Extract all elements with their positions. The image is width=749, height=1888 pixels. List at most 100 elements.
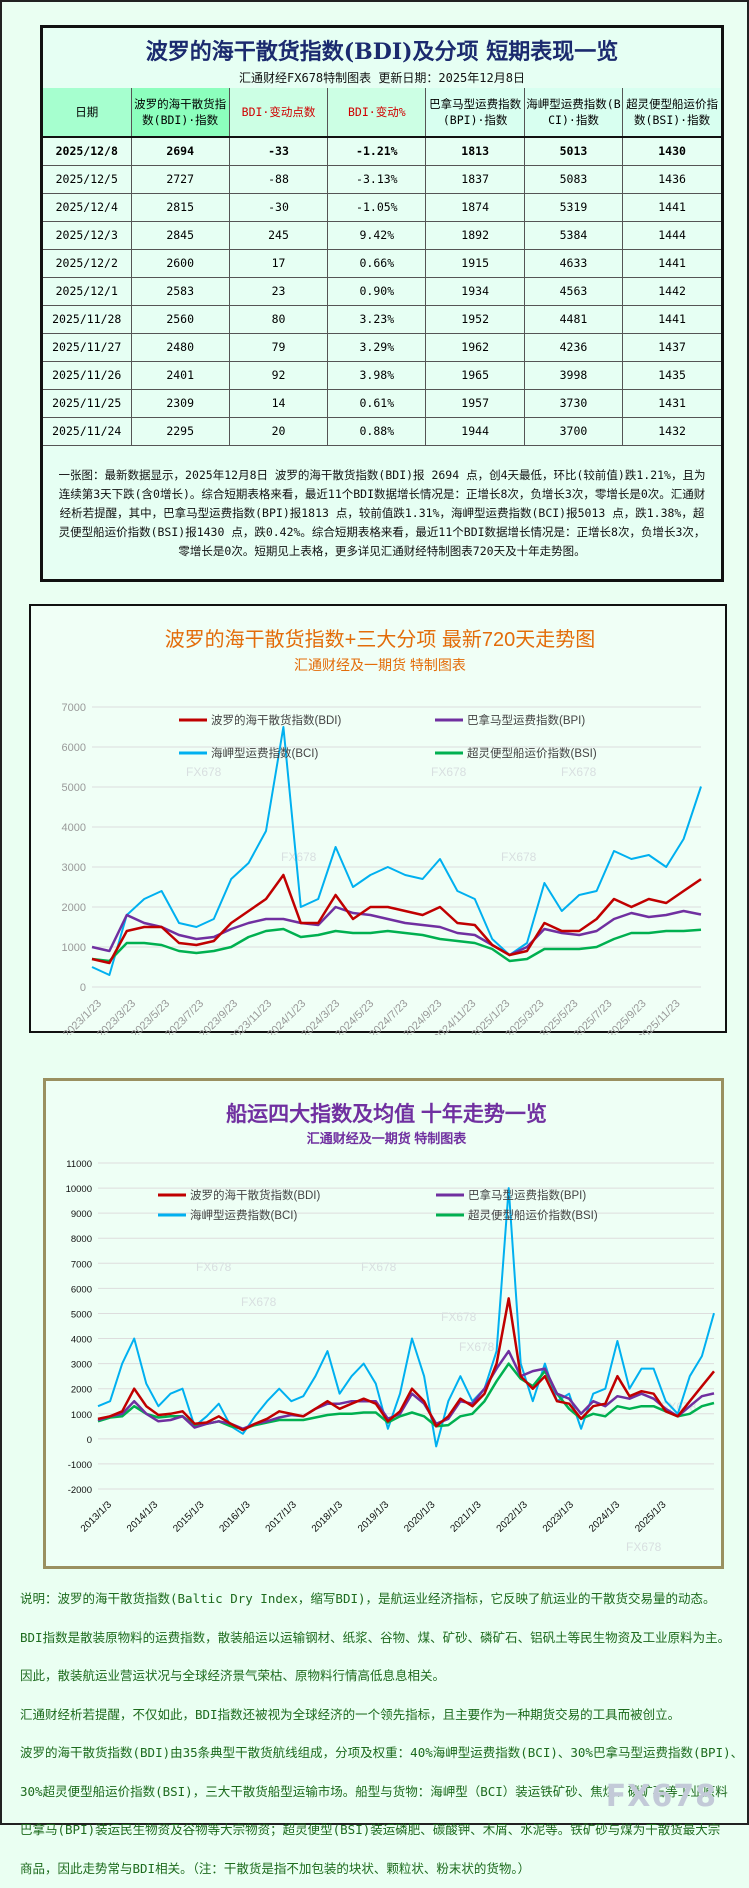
- table-cell: 4563: [524, 277, 622, 305]
- y-tick-label: -2000: [68, 1485, 92, 1496]
- table-cell: 2025/11/28: [43, 305, 131, 333]
- table-cell: 4236: [524, 333, 622, 361]
- table-cell: 79: [229, 333, 327, 361]
- x-tick-label: 2016/1/3: [217, 1499, 253, 1535]
- x-tick-label: 2013/1/3: [79, 1499, 115, 1535]
- x-tick-label: 2022/1/3: [495, 1499, 531, 1535]
- y-tick-label: 11000: [66, 1159, 92, 1170]
- table-cell: 1432: [623, 417, 721, 445]
- watermark: FX678: [361, 1260, 397, 1274]
- legend-label: 超灵便型船运价指数(BSI): [467, 746, 597, 760]
- table-cell: 1437: [623, 333, 721, 361]
- table-cell: 3.23%: [328, 305, 426, 333]
- summary-text: 一张图：最新数据显示，2025年12月8日 波罗的海干散货指数(BDI)报 26…: [43, 446, 721, 580]
- table-cell: 17: [229, 249, 327, 277]
- x-tick-label: 2017/1/3: [264, 1499, 300, 1535]
- table-title: 波罗的海干散货指数(BDI)及分项 短期表现一览: [43, 28, 721, 66]
- table-cell: 1965: [426, 361, 524, 389]
- y-tick-label: 5000: [71, 1309, 92, 1320]
- explanation-line: 因此，散装航运业营运状况与全球经济景气荣枯、原物料行情高低息息相关。: [20, 1657, 749, 1696]
- table-cell: 3.98%: [328, 361, 426, 389]
- y-tick-label: 3000: [62, 862, 86, 874]
- table-cell: 3998: [524, 361, 622, 389]
- table-cell: 2845: [131, 221, 229, 249]
- table-cell: 245: [229, 221, 327, 249]
- table-cell: 2480: [131, 333, 229, 361]
- table-cell: 2815: [131, 193, 229, 221]
- column-header: 超灵便型船运价指数(BSI)·指数: [623, 88, 721, 137]
- table-cell: 20: [229, 417, 327, 445]
- y-tick-label: 8000: [71, 1234, 92, 1245]
- table-cell: 2295: [131, 417, 229, 445]
- watermark: FX678: [196, 1260, 232, 1274]
- explanation-line: 巴拿马(BPI)装运民生物资及谷物等大宗物资；超灵便型(BSI)装运磷肥、碳酸钾…: [20, 1811, 749, 1850]
- table-cell: 2025/12/4: [43, 193, 131, 221]
- series-line-bci: [92, 727, 701, 975]
- series-line-bsi: [92, 929, 701, 961]
- watermark: FX678: [561, 765, 597, 779]
- table-cell: 0.61%: [328, 389, 426, 417]
- y-tick-label: 1000: [62, 942, 86, 954]
- explanation-line: 说明：波罗的海干散货指数(Baltic Dry Index，缩写BDI)，是航运…: [20, 1580, 749, 1619]
- table-cell: 2025/12/2: [43, 249, 131, 277]
- table-cell: 92: [229, 361, 327, 389]
- table-cell: 5083: [524, 165, 622, 193]
- chart-subtitle: 汇通财经及一期货 特制图表: [294, 657, 466, 673]
- table-cell: 1952: [426, 305, 524, 333]
- table-cell: 3.29%: [328, 333, 426, 361]
- table-cell: 2025/11/25: [43, 389, 131, 417]
- table-cell: 80: [229, 305, 327, 333]
- y-tick-label: 1000: [71, 1410, 92, 1421]
- table-cell: 0.88%: [328, 417, 426, 445]
- table-cell: 1915: [426, 249, 524, 277]
- x-tick-label: 2018/1/3: [310, 1499, 346, 1535]
- y-tick-label: -1000: [68, 1460, 92, 1471]
- fx678-watermark: FX678: [606, 1779, 717, 1814]
- table-cell: 1813: [426, 137, 524, 165]
- watermark: FX678: [501, 850, 537, 864]
- x-tick-label: 2024/1/3: [587, 1499, 623, 1535]
- table-cell: -33: [229, 137, 327, 165]
- table-cell: 2694: [131, 137, 229, 165]
- table-cell: 2025/12/8: [43, 137, 131, 165]
- x-tick-label: 2019/1/3: [356, 1499, 392, 1535]
- table-cell: 3700: [524, 417, 622, 445]
- y-tick-label: 0: [80, 982, 86, 994]
- table-cell: 1441: [623, 305, 721, 333]
- watermark: FX678: [626, 1540, 662, 1554]
- table-cell: -30: [229, 193, 327, 221]
- chart-title: 船运四大指数及均值 十年走势一览: [226, 1102, 547, 1126]
- table-cell: 1441: [623, 193, 721, 221]
- y-tick-label: 10000: [66, 1184, 92, 1195]
- y-tick-label: 0: [87, 1435, 92, 1446]
- table-cell: 2600: [131, 249, 229, 277]
- table-cell: 2309: [131, 389, 229, 417]
- table-cell: 2583: [131, 277, 229, 305]
- table-cell: 1874: [426, 193, 524, 221]
- table-cell: 1892: [426, 221, 524, 249]
- table-cell: -88: [229, 165, 327, 193]
- table-cell: 5384: [524, 221, 622, 249]
- legend-label: 波罗的海干散货指数(BDI): [211, 713, 341, 727]
- table-cell: 1430: [623, 137, 721, 165]
- table-cell: 1934: [426, 277, 524, 305]
- table-cell: 2401: [131, 361, 229, 389]
- table-cell: 2025/11/27: [43, 333, 131, 361]
- column-header: 海岬型运费指数(BCI)·指数: [524, 88, 622, 137]
- table-cell: 4481: [524, 305, 622, 333]
- legend-label: 巴拿马型运费指数(BPI): [467, 713, 585, 727]
- y-tick-label: 2000: [62, 902, 86, 914]
- table-cell: 14: [229, 389, 327, 417]
- series-line-bdi: [92, 875, 701, 963]
- y-tick-label: 9000: [71, 1209, 92, 1220]
- table-subtitle: 汇通财经FX678特制图表 更新日期：2025年12月8日: [43, 66, 721, 88]
- table-cell: 1435: [623, 361, 721, 389]
- table-cell: 5013: [524, 137, 622, 165]
